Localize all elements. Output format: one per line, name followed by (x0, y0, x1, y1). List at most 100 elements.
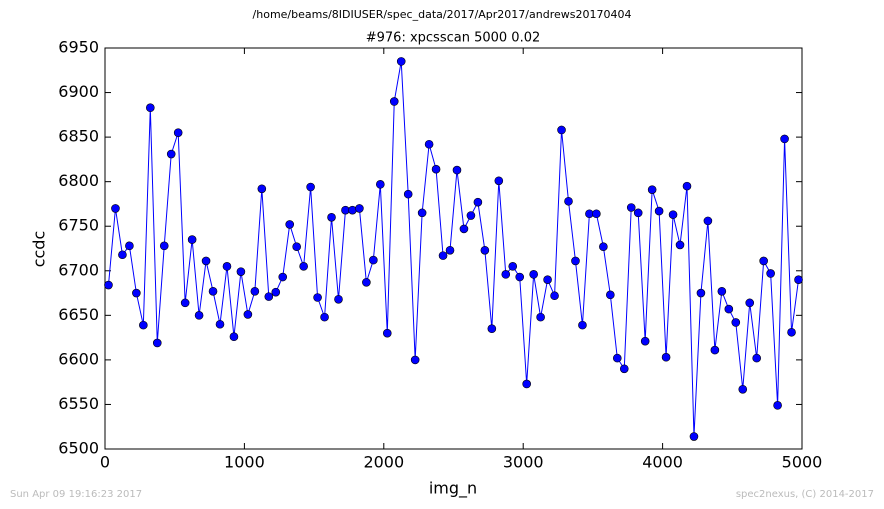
marker (473, 197, 483, 207)
y-tick-label: 6900 (58, 82, 99, 101)
marker (745, 298, 755, 308)
marker (104, 280, 113, 290)
marker (306, 182, 315, 192)
marker (187, 235, 197, 244)
x-tick-label: 1000 (224, 453, 265, 472)
marker (369, 255, 378, 265)
marker (661, 352, 671, 362)
marker (215, 319, 225, 329)
marker (738, 384, 748, 394)
x-tick-label: 5000 (782, 453, 823, 472)
marker (125, 241, 134, 251)
marker (194, 311, 204, 320)
marker (376, 180, 385, 189)
marker (703, 216, 713, 226)
marker (132, 288, 141, 298)
y-tick-label: 6950 (58, 38, 99, 57)
marker (494, 176, 504, 186)
marker (410, 355, 420, 365)
marker (459, 224, 469, 234)
marker (626, 203, 636, 212)
marker (208, 286, 218, 296)
marker (536, 312, 545, 322)
y-tick-label: 6850 (58, 127, 99, 146)
y-tick-label: 6550 (58, 394, 99, 413)
marker (327, 213, 336, 222)
marker (794, 275, 803, 284)
marker (243, 310, 253, 319)
marker (285, 220, 295, 229)
marker (201, 256, 211, 266)
marker (424, 139, 434, 149)
y-tick-label: 6800 (58, 171, 99, 190)
marker (787, 327, 796, 337)
marker (766, 269, 775, 278)
marker (647, 185, 657, 194)
marker (501, 270, 511, 279)
marker (724, 304, 734, 314)
y-tick-label: 6750 (58, 216, 99, 235)
marker (417, 208, 427, 218)
marker (445, 245, 455, 255)
marker (166, 149, 176, 159)
marker (271, 287, 281, 297)
marker (362, 278, 371, 287)
chart-title: #976: xpcsscan 5000 0.02 (366, 31, 541, 46)
marker (571, 256, 580, 266)
marker (515, 272, 525, 282)
marker (612, 353, 622, 363)
marker (592, 209, 601, 219)
marker (717, 286, 727, 296)
marker (334, 294, 343, 304)
marker (578, 320, 587, 330)
marker (633, 208, 643, 218)
marker (320, 312, 329, 322)
marker (292, 242, 301, 252)
y-axis-label: ccdc (30, 231, 49, 268)
marker (250, 286, 260, 296)
marker (118, 250, 127, 260)
suptitle: /home/beams/8IDIUSER/spec_data/2017/Apr2… (253, 8, 632, 21)
footer-left: Sun Apr 09 19:16:23 2017 (10, 489, 142, 500)
marker (152, 338, 162, 348)
marker (173, 128, 183, 137)
y-tick-label: 6500 (58, 439, 99, 458)
marker (654, 206, 664, 216)
marker (264, 292, 274, 301)
marker (139, 320, 148, 330)
marker (696, 288, 706, 298)
marker (599, 242, 608, 252)
marker (487, 324, 497, 334)
marker (229, 332, 239, 342)
marker (752, 353, 761, 363)
x-tick-label: 4000 (642, 453, 683, 472)
marker (180, 298, 190, 308)
y-tick-label: 6600 (58, 349, 99, 368)
marker (452, 165, 462, 175)
marker (606, 290, 615, 300)
marker (543, 275, 552, 284)
marker (146, 103, 155, 113)
y-tick-label: 6700 (58, 260, 99, 279)
marker (780, 134, 789, 144)
x-tick-label: 2000 (363, 453, 404, 472)
marker (466, 211, 476, 220)
marker (480, 245, 490, 255)
marker (438, 251, 448, 260)
marker (668, 210, 678, 219)
marker (313, 293, 322, 302)
x-axis-label: img_n (429, 479, 477, 499)
marker (111, 204, 120, 213)
marker (564, 196, 573, 206)
marker (355, 204, 364, 213)
marker (773, 401, 782, 410)
marker (529, 270, 538, 279)
x-tick-label: 3000 (503, 453, 544, 472)
marker (403, 189, 413, 199)
marker (640, 336, 650, 346)
marker (382, 328, 392, 338)
marker (557, 125, 566, 135)
x-tick-label: 0 (100, 453, 110, 472)
marker (396, 57, 406, 66)
